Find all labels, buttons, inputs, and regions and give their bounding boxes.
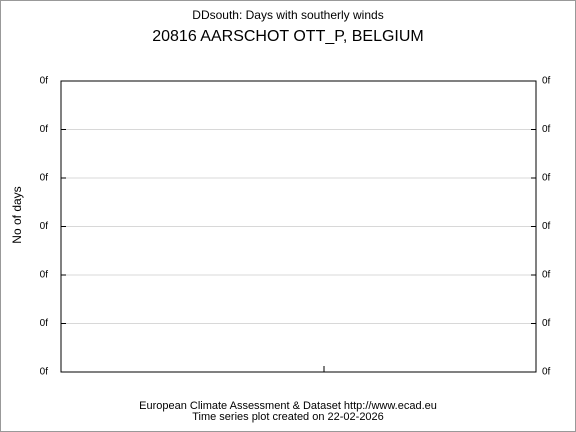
- chart-title: DDsouth: Days with southerly winds: [192, 8, 383, 22]
- y-tick-label: 0f: [40, 221, 49, 232]
- y-axis-label: No of days: [10, 186, 24, 243]
- chart-subtitle: 20816 AARSCHOT OTT_P, BELGIUM: [152, 28, 424, 45]
- y-tick-label: 0f: [40, 76, 49, 87]
- footer-line: Time series plot created on 22-02-2026: [192, 411, 384, 423]
- y-tick-label-right: 0f: [542, 124, 551, 135]
- y-tick-label-right: 0f: [542, 76, 551, 87]
- y-tick-label-right: 0f: [542, 367, 551, 378]
- y-tick-label: 0f: [40, 318, 49, 329]
- y-tick-label-right: 0f: [542, 318, 551, 329]
- y-tick-label: 0f: [40, 173, 49, 184]
- y-tick-label: 0f: [40, 270, 49, 281]
- y-tick-label: 0f: [40, 367, 49, 378]
- y-tick-label: 0f: [40, 124, 49, 135]
- y-tick-label-right: 0f: [542, 173, 551, 184]
- y-tick-label-right: 0f: [542, 221, 551, 232]
- footer-line: European Climate Assessment & Dataset ht…: [139, 400, 437, 412]
- y-tick-label-right: 0f: [542, 270, 551, 281]
